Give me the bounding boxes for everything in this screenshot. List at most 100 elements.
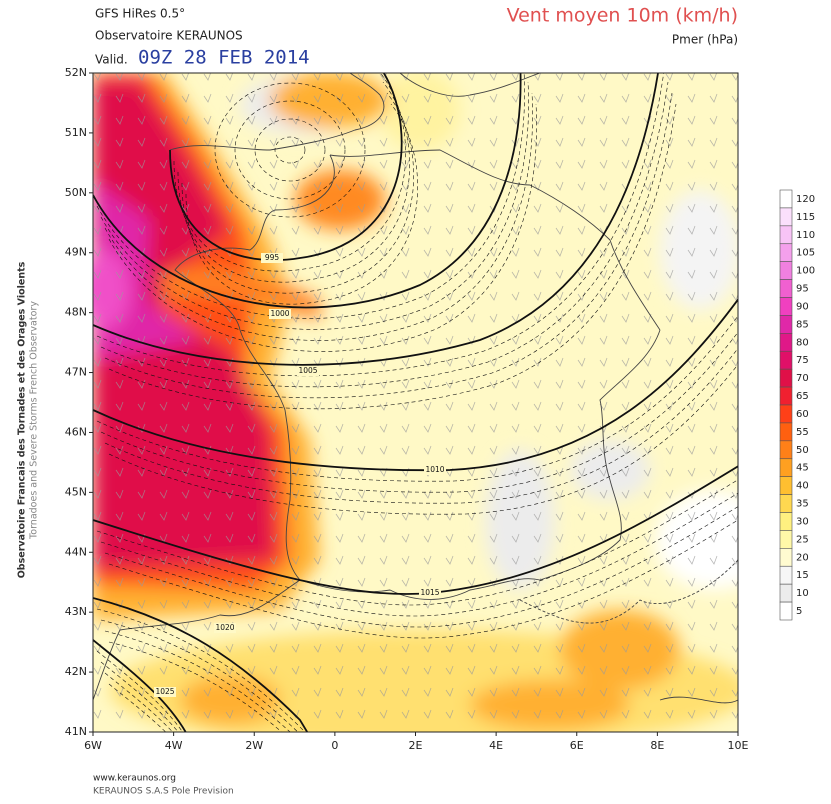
colorbar-label: 95 (796, 284, 809, 295)
colorbar-label: 80 (796, 337, 809, 348)
lat-label: 48N (65, 306, 87, 319)
side-text: Observatoire Francais des Tornades et de… (17, 261, 28, 578)
lat-label: 52N (65, 66, 87, 79)
colorbar-label: 50 (796, 445, 809, 456)
lon-label: 2E (409, 739, 423, 752)
isobar-minor (96, 73, 525, 319)
isobar-major (169, 73, 403, 262)
isobar-minor (100, 619, 299, 732)
colorbar-label: 90 (796, 301, 809, 312)
isobar-minor (185, 103, 418, 305)
isobar-label-bg (269, 309, 291, 319)
colorbar-label: 65 (796, 391, 809, 402)
valid-time: 09Z 28 FEB 2014 (138, 47, 310, 69)
lat-label: 47N (65, 366, 87, 379)
isobar-label-bg (424, 465, 446, 475)
lat-label: 41N (65, 725, 87, 738)
isobar-label: 1015 (420, 588, 439, 597)
lat-label: 49N (65, 246, 87, 259)
isobar-label: 1000 (270, 309, 289, 318)
lat-label: 50N (65, 186, 87, 199)
colorbar-swatch (779, 315, 793, 334)
colorbar-swatch (779, 583, 793, 603)
isobar-minor (104, 92, 673, 399)
colorbar-swatch (779, 494, 793, 513)
lat-label: 46N (65, 425, 87, 438)
isobar-minor (108, 103, 677, 410)
isobar-label-bg (214, 623, 236, 633)
valid-prefix: Valid. (95, 53, 128, 67)
isobar-major (93, 298, 738, 472)
map-title: Vent moyen 10m (km/h) (507, 5, 738, 27)
colorbar-swatch (779, 243, 793, 262)
isobar-label-bg (154, 687, 176, 697)
isobar-minor (181, 92, 414, 294)
isobar-minor (100, 661, 179, 732)
isobar-major (93, 639, 187, 732)
lon-label: 0 (331, 739, 338, 752)
isobar-minor (214, 82, 366, 218)
lat-label: 44N (65, 545, 87, 558)
map-subtitle: Pmer (hPa) (672, 33, 738, 47)
lat-label: 45N (65, 485, 87, 498)
isobar-minor (100, 331, 738, 493)
colorbar-swatch (779, 225, 793, 245)
model-label: GFS HiRes 0.5° (95, 7, 185, 21)
isobar-label: 1005 (298, 366, 317, 375)
isobar-minor (104, 630, 291, 732)
colorbar-swatch (779, 530, 793, 549)
isobar-label-bg (419, 588, 441, 598)
colorbar-swatch (779, 279, 793, 298)
map-field: 995 1000 1005 1010 1015 1020 1025 (93, 73, 738, 732)
isobar-label: 995 (265, 253, 280, 262)
colorbar-label: 5 (796, 606, 802, 617)
isobar-minor (100, 81, 529, 330)
isobar-label: 1025 (155, 687, 174, 696)
isobar-minor (100, 81, 669, 388)
colorbar-label: 75 (796, 355, 809, 366)
colorbar-label: 85 (796, 319, 809, 330)
side-text: Tornadoes and Severe Storms French Obser… (29, 301, 40, 540)
isobar-minor (274, 136, 306, 164)
isobar-minor (96, 479, 738, 606)
isobar-minor (96, 608, 305, 732)
colorbar-swatch (779, 422, 793, 442)
colorbar-swatch (779, 297, 793, 316)
lon-label: 8E (650, 739, 664, 752)
colorbar-label: 40 (796, 481, 809, 492)
colorbar-swatch (779, 565, 793, 585)
isobar-minor (108, 363, 738, 515)
isobar-minor (177, 81, 410, 283)
colorbar-swatch (779, 404, 793, 424)
colorbar-swatch (779, 350, 793, 370)
colorbar-label: 20 (796, 552, 809, 563)
isobar-minor (100, 492, 738, 617)
isobar-label: 1020 (215, 623, 234, 632)
isobar-minor (104, 92, 533, 341)
footer-company: KERAUNOS S.A.S Pole Prevision (93, 787, 234, 797)
colorbar-swatch (779, 512, 793, 531)
isobar-minor (104, 347, 738, 504)
colorbar-label: 70 (796, 373, 809, 384)
colorbar-swatch (779, 189, 793, 209)
isobar-minor (96, 650, 183, 732)
colorbar-swatch (779, 261, 793, 280)
colorbar-label: 25 (796, 534, 809, 545)
colorbar-swatch (779, 548, 793, 567)
isobar-minor (254, 118, 326, 182)
isobar-major (93, 73, 659, 366)
isobars: 995 1000 1005 1010 1015 1020 1025 (93, 73, 738, 732)
colorbar-label: 10 (796, 588, 809, 599)
isobar-minor (108, 519, 738, 639)
colorbar-label: 15 (796, 570, 809, 581)
lat-label: 42N (65, 665, 87, 678)
isobar-major (93, 597, 309, 732)
colorbar-label: 100 (796, 266, 815, 277)
colorbar-swatch (779, 601, 793, 621)
lon-label: 2W (245, 739, 263, 752)
colorbar-swatch (779, 207, 793, 227)
colorbar-swatch (779, 368, 793, 388)
lat-label: 51N (65, 126, 87, 139)
isobar-minor (104, 506, 738, 628)
